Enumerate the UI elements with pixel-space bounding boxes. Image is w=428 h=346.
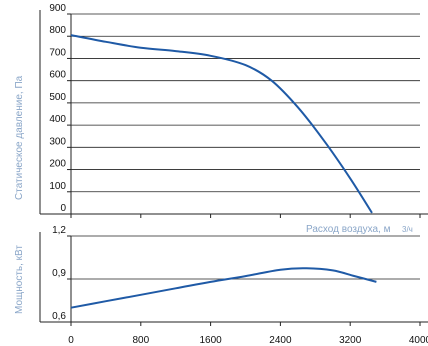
y-tick-label: 200	[49, 159, 66, 170]
x-tick-label: 2400	[269, 335, 292, 346]
series-line	[70, 267, 377, 309]
power-chart: 0,6 0,9 1,2 0 800 1600 2400 3200 4000 Мощность,…	[14, 225, 428, 346]
power-series	[70, 267, 377, 309]
power-y-ticks: 0,6 0,9 1,2	[52, 225, 71, 323]
power-y-label: Мощность, кВт	[14, 245, 25, 314]
pressure-x-label-unit: 3/ч	[402, 225, 413, 234]
y-tick-label: 700	[49, 47, 66, 58]
x-tick-label: 4000	[409, 335, 428, 346]
y-tick-label: 1,2	[52, 225, 66, 236]
power-grid	[71, 235, 420, 280]
pressure-series	[70, 34, 373, 214]
x-tick-label: 0	[68, 335, 74, 346]
y-tick-label: 0,6	[52, 311, 66, 322]
pressure-grid	[70, 13, 421, 218]
power-x-ticks: 0 800 1600 2400 3200 4000	[68, 322, 428, 346]
series-line	[70, 34, 373, 214]
y-tick-label: 0	[60, 203, 66, 214]
pressure-y-label: Статическое давление, Па	[14, 75, 25, 200]
y-tick-label: 400	[49, 114, 66, 125]
x-tick-label: 1600	[199, 335, 222, 346]
pressure-chart: 0 100 200 300 400 500 600 700 800 900 Статическое…	[14, 3, 428, 235]
y-tick-label: 900	[49, 3, 66, 14]
y-tick-label: 300	[49, 136, 66, 147]
y-tick-label: 800	[49, 25, 66, 36]
y-tick-label: 0,9	[52, 268, 66, 279]
pressure-x-label: Расход воздуха, м	[306, 224, 391, 235]
x-tick-label: 800	[132, 335, 149, 346]
x-tick-label: 3200	[339, 335, 362, 346]
pressure-y-ticks: 0 100 200 300 400 500 600 700 800 900	[49, 3, 71, 215]
y-tick-label: 600	[49, 70, 66, 81]
y-tick-label: 100	[49, 181, 66, 192]
y-tick-label: 500	[49, 92, 66, 103]
